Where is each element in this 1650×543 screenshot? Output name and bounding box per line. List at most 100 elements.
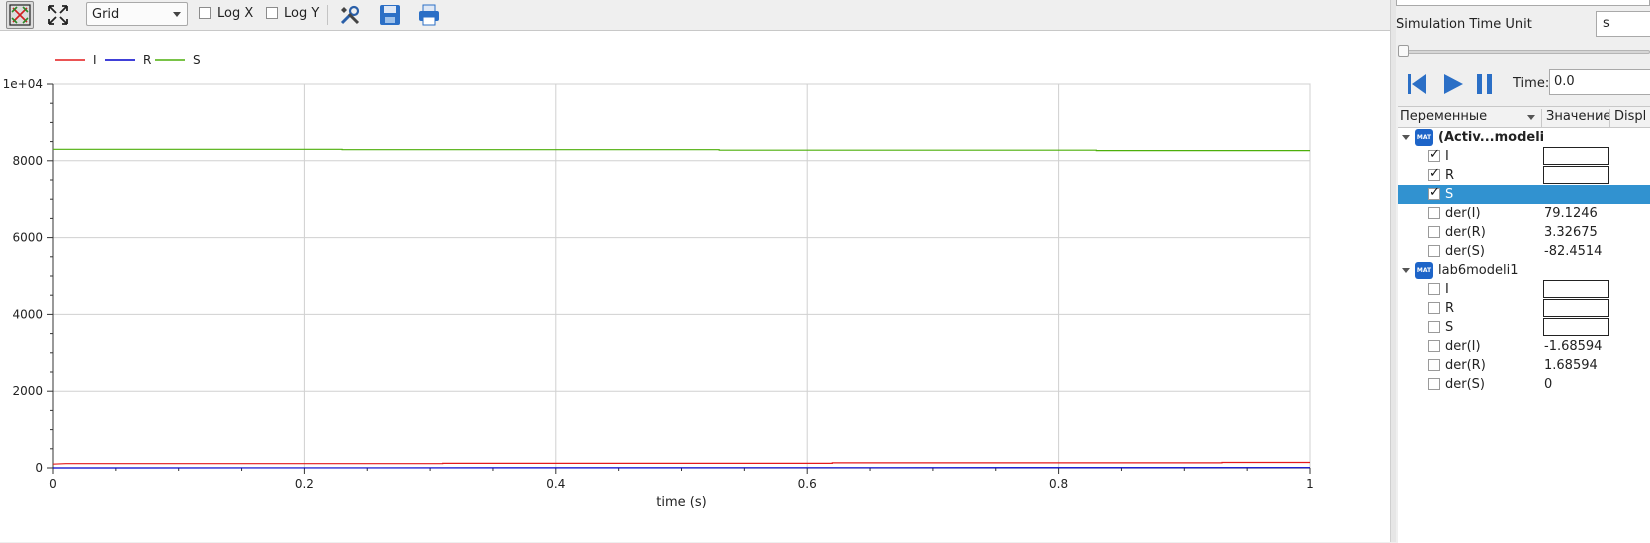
log-x-checkbox[interactable] — [199, 7, 211, 19]
variable-value-editor[interactable] — [1543, 166, 1609, 184]
legend-label: I — [93, 53, 97, 67]
variable-value-editor[interactable] — [1543, 299, 1609, 317]
grid-combo[interactable]: Grid — [86, 2, 188, 26]
variable-name: S — [1445, 187, 1453, 202]
variable-row[interactable]: der(I) 79.1246 — [1398, 204, 1650, 223]
mat-file-icon: MAT — [1415, 129, 1433, 146]
variable-row[interactable]: der(S) -82.4514 — [1398, 242, 1650, 261]
variable-name: der(R) — [1445, 358, 1486, 373]
variable-checkbox[interactable] — [1428, 226, 1440, 238]
variable-name: der(I) — [1445, 206, 1481, 221]
x-axis-label: time (s) — [656, 495, 706, 510]
grid-combo-value: Grid — [92, 7, 119, 22]
variable-name: R — [1445, 301, 1454, 316]
variable-value: -1.68594 — [1544, 339, 1602, 354]
variable-value-editor[interactable] — [1543, 280, 1609, 298]
variable-row[interactable]: der(S)0 — [1398, 375, 1650, 394]
variable-name: der(S) — [1445, 244, 1485, 259]
chevron-down-icon — [173, 12, 181, 17]
top-field[interactable] — [1396, 0, 1650, 6]
variables-tree[interactable]: Переменные Значение Displ MAT (Activ...mo… — [1398, 106, 1650, 543]
column-header-variables[interactable]: Переменные — [1400, 109, 1542, 127]
time-unit-value: s — [1603, 16, 1610, 31]
series-line-S — [53, 149, 1310, 150]
y-tick-label: 6000 — [12, 231, 43, 245]
rewind-icon[interactable] — [1404, 70, 1430, 98]
x-tick-label: 0.4 — [546, 477, 565, 491]
variable-row[interactable]: I — [1398, 280, 1650, 299]
x-tick-label: 1 — [1306, 477, 1314, 491]
variable-checkbox[interactable] — [1428, 169, 1440, 181]
variable-row[interactable]: R — [1398, 299, 1650, 318]
variable-name: der(S) — [1445, 377, 1485, 392]
column-header-display[interactable]: Displ — [1612, 109, 1650, 127]
setup-tools-icon[interactable] — [336, 1, 364, 29]
variable-checkbox[interactable] — [1428, 283, 1440, 295]
variable-checkbox[interactable] — [1428, 340, 1440, 352]
variable-checkbox[interactable] — [1428, 302, 1440, 314]
time-unit-label: Simulation Time Unit — [1396, 17, 1532, 32]
group-label: (Activ...modeli — [1438, 130, 1544, 145]
plot-frame — [53, 84, 1310, 468]
tree-group-row[interactable]: MAT lab6modeli1 — [1398, 261, 1650, 280]
sort-indicator-icon — [1527, 115, 1535, 120]
x-tick-label: 0.6 — [798, 477, 817, 491]
x-tick-label: 0 — [49, 477, 57, 491]
variable-value: 3.32675 — [1544, 225, 1598, 240]
variable-checkbox[interactable] — [1428, 150, 1440, 162]
y-tick-label: 4000 — [12, 307, 43, 321]
variable-row[interactable]: S — [1398, 185, 1650, 204]
zoom-fit-icon[interactable] — [44, 1, 72, 29]
variable-checkbox[interactable] — [1428, 245, 1440, 257]
time-input[interactable]: 0.0 — [1549, 69, 1650, 95]
variable-row[interactable]: I — [1398, 147, 1650, 166]
pause-icon[interactable] — [1472, 70, 1498, 98]
time-slider-handle[interactable] — [1398, 45, 1409, 57]
variable-row[interactable]: der(I)-1.68594 — [1398, 337, 1650, 356]
fit-in-view-icon[interactable] — [6, 1, 34, 29]
series-group — [53, 149, 1310, 468]
tree-group-row[interactable]: MAT (Activ...modeli — [1398, 128, 1650, 147]
mat-file-icon: MAT — [1415, 262, 1433, 279]
expand-arrow-icon[interactable] — [1402, 268, 1410, 273]
play-icon[interactable] — [1440, 70, 1466, 98]
column-header-value[interactable]: Значение — [1544, 109, 1610, 127]
variable-value: 79.1246 — [1544, 206, 1598, 221]
variable-name: I — [1445, 149, 1449, 164]
variable-value-editor[interactable] — [1543, 147, 1609, 165]
x-tick-label: 0.8 — [1049, 477, 1068, 491]
legend-label: R — [143, 53, 151, 67]
y-tick-label: 2000 — [12, 384, 43, 398]
variable-checkbox[interactable] — [1428, 207, 1440, 219]
grid — [53, 84, 1310, 468]
x-tick-label: 0.2 — [295, 477, 314, 491]
variable-name: I — [1445, 282, 1449, 297]
time-unit-combo[interactable]: s — [1596, 11, 1650, 37]
variable-row[interactable]: der(R)1.68594 — [1398, 356, 1650, 375]
variable-row[interactable]: S — [1398, 318, 1650, 337]
tree-header: Переменные Значение Displ — [1398, 107, 1650, 128]
variable-checkbox[interactable] — [1428, 321, 1440, 333]
group-label: lab6modeli1 — [1438, 263, 1518, 278]
variable-value-editor[interactable] — [1543, 318, 1609, 336]
log-y-checkbox[interactable] — [266, 7, 278, 19]
variable-row[interactable]: der(R)3.32675 — [1398, 223, 1650, 242]
save-icon[interactable] — [376, 1, 404, 29]
variable-row[interactable]: R — [1398, 166, 1650, 185]
plot-window: Grid Log X Log Y — [0, 0, 1390, 542]
time-slider[interactable] — [1400, 50, 1650, 54]
variable-checkbox[interactable] — [1428, 378, 1440, 390]
y-tick-label: 0 — [35, 461, 43, 475]
expand-arrow-icon[interactable] — [1402, 135, 1410, 140]
variable-value: -82.4514 — [1544, 244, 1602, 259]
variable-name: S — [1445, 320, 1453, 335]
series-line-I — [53, 463, 1310, 465]
time-label: Time: — [1513, 76, 1549, 91]
variable-checkbox[interactable] — [1428, 188, 1440, 200]
time-input-value: 0.0 — [1554, 74, 1575, 89]
variable-checkbox[interactable] — [1428, 359, 1440, 371]
print-icon[interactable] — [415, 1, 443, 29]
